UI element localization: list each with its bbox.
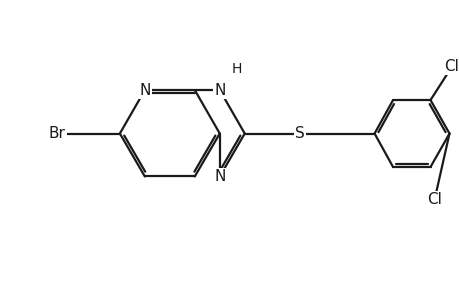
- Text: Cl: Cl: [426, 192, 441, 207]
- Text: Br: Br: [49, 126, 66, 141]
- Text: N: N: [213, 82, 225, 98]
- Text: S: S: [294, 126, 304, 141]
- Text: N: N: [139, 82, 150, 98]
- Text: H: H: [231, 62, 242, 76]
- Text: N: N: [213, 169, 225, 184]
- Text: Cl: Cl: [443, 59, 459, 74]
